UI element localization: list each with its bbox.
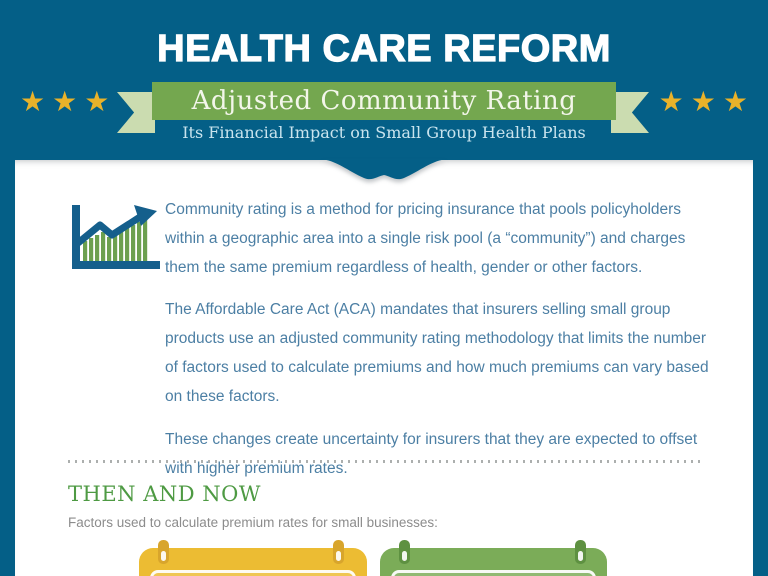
then-calendar <box>139 540 367 576</box>
ribbon-banner-label: Adjusted Community Rating <box>191 86 577 116</box>
intro-paragraph: These changes create uncertainty for ins… <box>165 430 698 477</box>
section-heading: THEN AND NOW <box>68 482 261 506</box>
star-icon: ★ <box>52 86 78 117</box>
star-row-right: ★ ★ ★ <box>659 88 748 116</box>
star-icon: ★ <box>658 86 684 117</box>
calendar-ring-icon <box>575 540 586 564</box>
ribbon-banner: Adjusted Community Rating <box>152 82 616 120</box>
calendar-panel <box>391 570 596 576</box>
intro-paragraph: The Affordable Care Act (ACA) mandates t… <box>165 301 709 405</box>
now-calendar <box>380 540 607 576</box>
calendar-ring-icon <box>158 540 169 564</box>
calendar-panel <box>150 570 356 576</box>
star-icon: ★ <box>690 86 716 117</box>
page-title: HEALTH CARE REFORM <box>157 28 611 70</box>
calendar-ring-icon <box>399 540 410 564</box>
calendar-ring-icon <box>333 540 344 564</box>
page-subtitle: Its Financial Impact on Small Group Heal… <box>182 123 586 142</box>
intro-paragraph: Community rating is a method for pricing… <box>165 201 686 276</box>
intro-text: Community rating is a method for pricing… <box>165 196 717 497</box>
growth-chart-icon <box>72 205 160 269</box>
star-row-left: ★ ★ ★ <box>20 88 109 116</box>
star-icon: ★ <box>84 86 110 117</box>
dotted-divider <box>68 460 702 463</box>
section-lead: Factors used to calculate premium rates … <box>68 515 438 530</box>
star-icon: ★ <box>722 86 748 117</box>
star-icon: ★ <box>20 86 46 117</box>
header-chevron-shape <box>320 159 448 180</box>
